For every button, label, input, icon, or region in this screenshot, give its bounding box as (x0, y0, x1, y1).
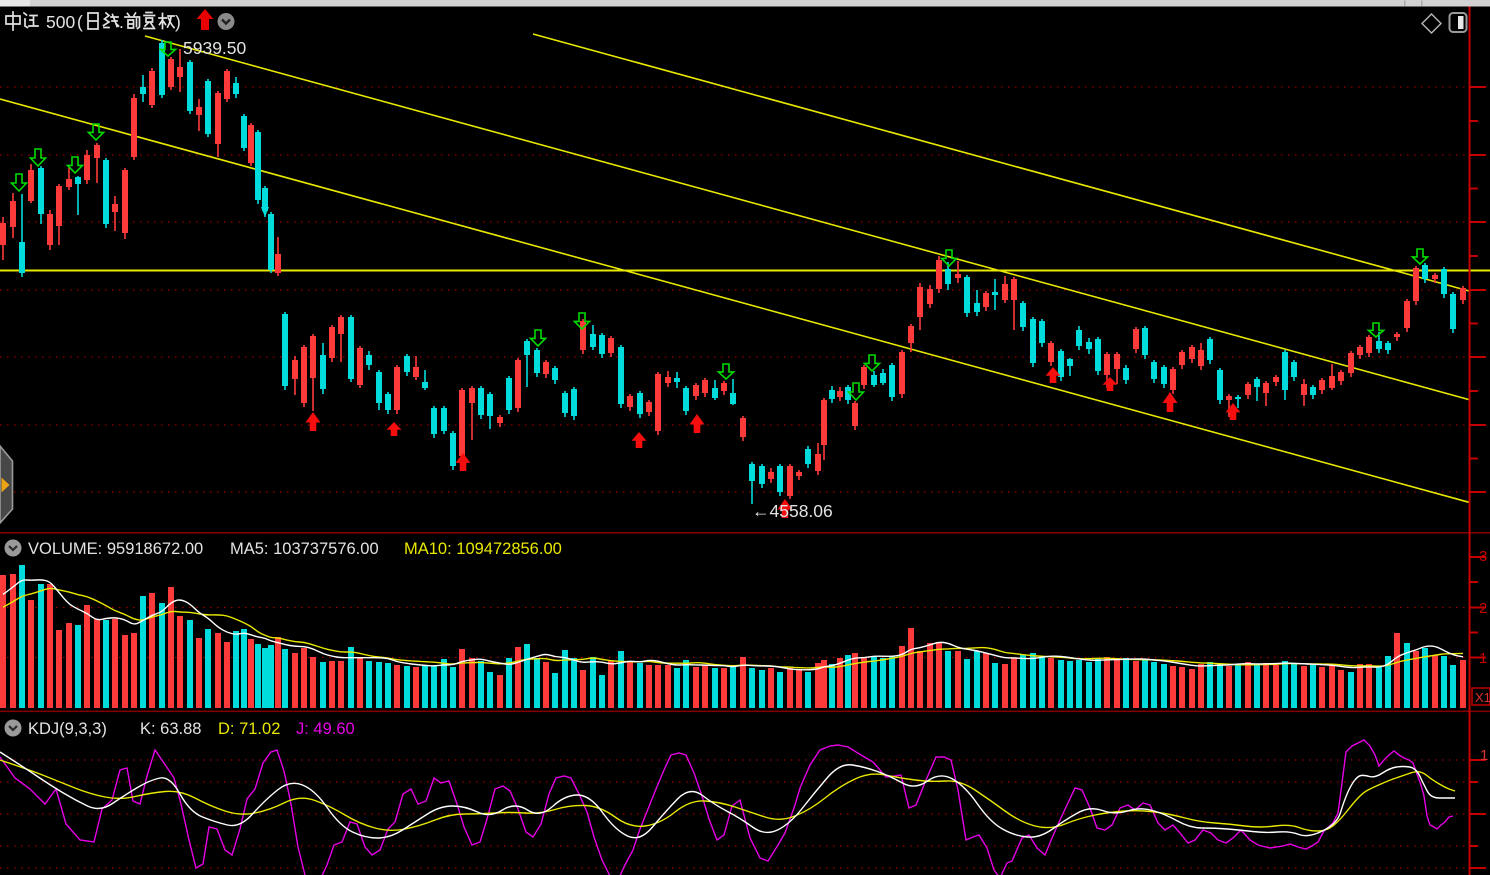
svg-text:←4558.06: ←4558.06 (752, 501, 833, 521)
svg-text:): ) (175, 12, 181, 32)
svg-text:1: 1 (1479, 650, 1487, 667)
svg-text:3: 3 (1479, 548, 1487, 565)
svg-text:.: . (119, 12, 124, 32)
svg-text:D: 71.02: D: 71.02 (218, 720, 280, 738)
svg-text:MA10: 109472856.00: MA10: 109472856.00 (404, 540, 562, 558)
svg-text:2: 2 (1479, 600, 1487, 617)
svg-text:(: ( (77, 12, 83, 32)
svg-text:X1: X1 (1475, 690, 1490, 705)
svg-text:1: 1 (1480, 747, 1488, 764)
svg-text:VOLUME: 95918672.00: VOLUME: 95918672.00 (28, 540, 203, 558)
svg-text:5939.50: 5939.50 (183, 38, 247, 58)
svg-text:J: 49.60: J: 49.60 (296, 720, 355, 738)
svg-text:K: 63.88: K: 63.88 (140, 720, 201, 738)
svg-text:KDJ(9,3,3): KDJ(9,3,3) (28, 720, 107, 738)
svg-text:500: 500 (46, 12, 75, 32)
svg-text:MA5: 103737576.00: MA5: 103737576.00 (230, 540, 379, 558)
